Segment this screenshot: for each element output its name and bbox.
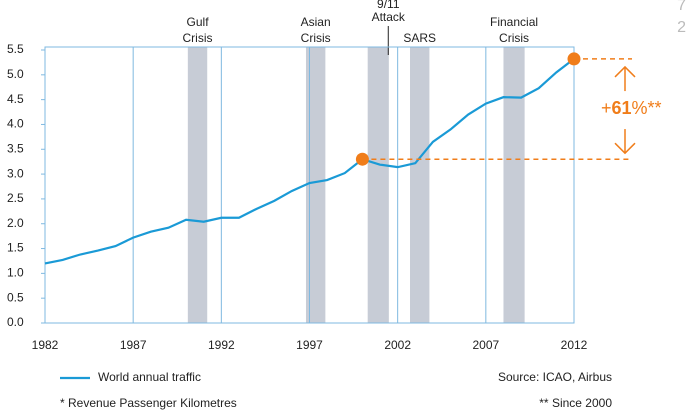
y-tick-label: 4.0 bbox=[7, 117, 24, 131]
event-band bbox=[305, 47, 326, 323]
y-tick-label: 5.5 bbox=[7, 42, 24, 56]
arrow-head bbox=[614, 65, 636, 78]
event-label: Crisis bbox=[499, 31, 529, 45]
legend-label: World annual traffic bbox=[98, 370, 201, 384]
highlight-point bbox=[567, 52, 581, 66]
event-label: Crisis bbox=[183, 31, 213, 45]
event-band bbox=[187, 47, 208, 323]
annotation-suffix: %** bbox=[632, 98, 662, 118]
event-band bbox=[410, 47, 430, 323]
x-tick-label: 1987 bbox=[120, 338, 147, 352]
event-label: SARS bbox=[403, 31, 436, 45]
event-band bbox=[367, 47, 389, 323]
event-label: 9/11 bbox=[377, 0, 400, 11]
y-tick-label: 3.0 bbox=[7, 166, 24, 180]
y-tick-label: 4.5 bbox=[7, 92, 24, 106]
event-band bbox=[503, 47, 525, 323]
y-tick-label: 2.0 bbox=[7, 216, 24, 230]
x-tick-label: 2002 bbox=[384, 338, 411, 352]
page-marker: 7 bbox=[677, 0, 686, 14]
x-tick-label: 1997 bbox=[296, 338, 323, 352]
event-label: Gulf bbox=[187, 15, 210, 29]
x-tick-label: 1982 bbox=[32, 338, 59, 352]
page-marker: 2 bbox=[677, 19, 686, 36]
y-tick-label: 1.0 bbox=[7, 266, 24, 280]
arrow-head bbox=[614, 142, 636, 155]
footnote: ** Since 2000 bbox=[539, 396, 612, 410]
event-label: Financial bbox=[490, 15, 538, 29]
x-tick-label: 2012 bbox=[561, 338, 588, 352]
x-tick-label: 1992 bbox=[208, 338, 235, 352]
y-tick-label: 5.0 bbox=[7, 67, 24, 81]
annotation: +61%** bbox=[601, 98, 662, 118]
y-tick-label: 2.5 bbox=[7, 191, 24, 205]
x-tick-label: 2007 bbox=[472, 338, 499, 352]
event-label: Crisis bbox=[301, 31, 331, 45]
annotation-value: 61 bbox=[612, 98, 632, 118]
source: Source: ICAO, Airbus bbox=[498, 370, 612, 384]
y-tick-label: 0.0 bbox=[7, 315, 24, 329]
plot-frame bbox=[44, 46, 575, 324]
highlight-point bbox=[355, 152, 369, 166]
y-tick-label: 1.5 bbox=[7, 241, 24, 255]
event-label: Asian bbox=[301, 15, 331, 29]
y-tick-label: 3.5 bbox=[7, 141, 24, 155]
y-tick-label: 0.5 bbox=[7, 290, 24, 304]
line bbox=[44, 58, 575, 265]
annotation-prefix: + bbox=[601, 98, 612, 118]
footnote: * Revenue Passenger Kilometres bbox=[60, 396, 237, 410]
event-label: Attack bbox=[372, 10, 406, 24]
